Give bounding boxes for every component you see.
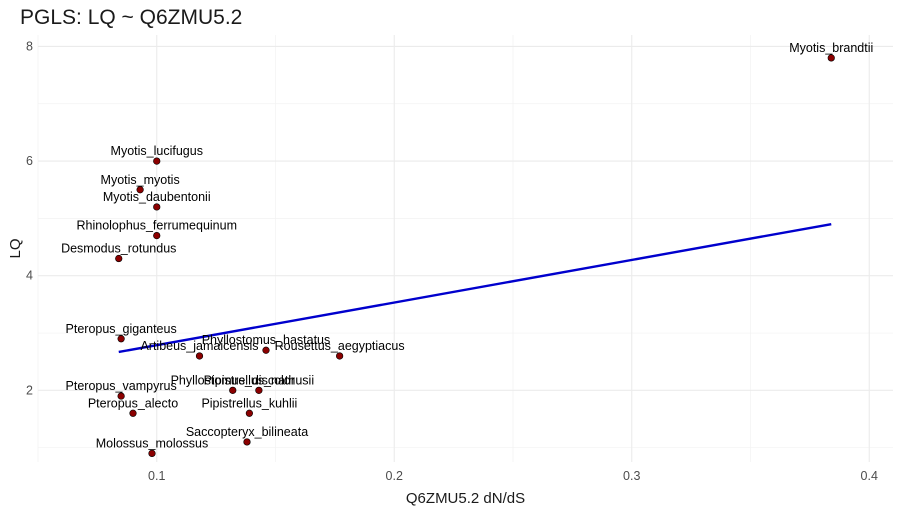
data-point [136, 186, 144, 194]
x-tick-label: 0.1 [148, 469, 165, 483]
data-point [153, 203, 161, 211]
point-label: Pipistrellus_nathusii [204, 373, 314, 387]
data-point [262, 346, 270, 354]
y-tick-label: 6 [26, 154, 33, 168]
data-point [245, 409, 253, 417]
point-label: Pteropus_giganteus [66, 322, 177, 336]
data-point [336, 352, 344, 360]
point-label: Rhinolophus_ferrumequinum [76, 219, 237, 233]
point-label: Myotis_myotis [101, 173, 180, 187]
point-label: Pipistrellus_kuhlii [201, 396, 297, 410]
point-label: Pteropus_alecto [88, 396, 178, 410]
regression-line [118, 222, 832, 354]
point-label: Phyllostomus_hastatus [202, 333, 331, 347]
tick-labels-group: 0.1 0.2 0.3 0.4 2 4 6 8 [26, 39, 878, 483]
data-point [117, 335, 125, 343]
data-point [255, 386, 263, 394]
x-axis-title: Q6ZMU5.2 dN/dS [406, 490, 525, 507]
data-point [117, 392, 125, 400]
chart-title: PGLS: LQ ~ Q6ZMU5.2 [20, 6, 243, 29]
grid [37, 35, 893, 462]
point-label: Pteropus_vampyrus [66, 379, 177, 393]
y-tick-label: 8 [26, 39, 33, 53]
y-axis-title: LQ [7, 238, 24, 258]
data-point [148, 449, 156, 458]
point-label: Phyllostomus_discolor [171, 373, 295, 387]
data-point [243, 438, 251, 446]
point-label: Saccopteryx_bilineata [186, 425, 308, 439]
data-point [827, 54, 835, 62]
data-point [129, 409, 137, 417]
point-label: Myotis_daubentonii [103, 190, 211, 204]
point-labels-group: Myotis_brandtii Myotis_lucifugus Myotis_my… [61, 41, 873, 450]
x-tick-label: 0.2 [386, 469, 403, 483]
data-point [195, 352, 204, 360]
data-point [153, 157, 161, 165]
point-label: Desmodus_rotundus [61, 242, 176, 256]
x-tick-label: 0.3 [623, 469, 640, 483]
regression-line-group [118, 222, 832, 354]
points-group [115, 54, 835, 458]
data-point [229, 386, 237, 394]
y-tick-label: 4 [26, 269, 33, 283]
point-label: Myotis_lucifugus [111, 144, 203, 158]
point-label: Myotis_brandtii [789, 41, 873, 55]
data-point [115, 254, 123, 263]
point-label: Artibeus_jamaicensis [140, 339, 258, 353]
data-point [153, 232, 161, 240]
point-label: Rousettus_aegyptiacus [275, 339, 405, 353]
point-label: Molossus_molossus [96, 436, 209, 450]
x-tick-label: 0.4 [861, 469, 878, 483]
y-tick-label: 2 [26, 383, 33, 397]
